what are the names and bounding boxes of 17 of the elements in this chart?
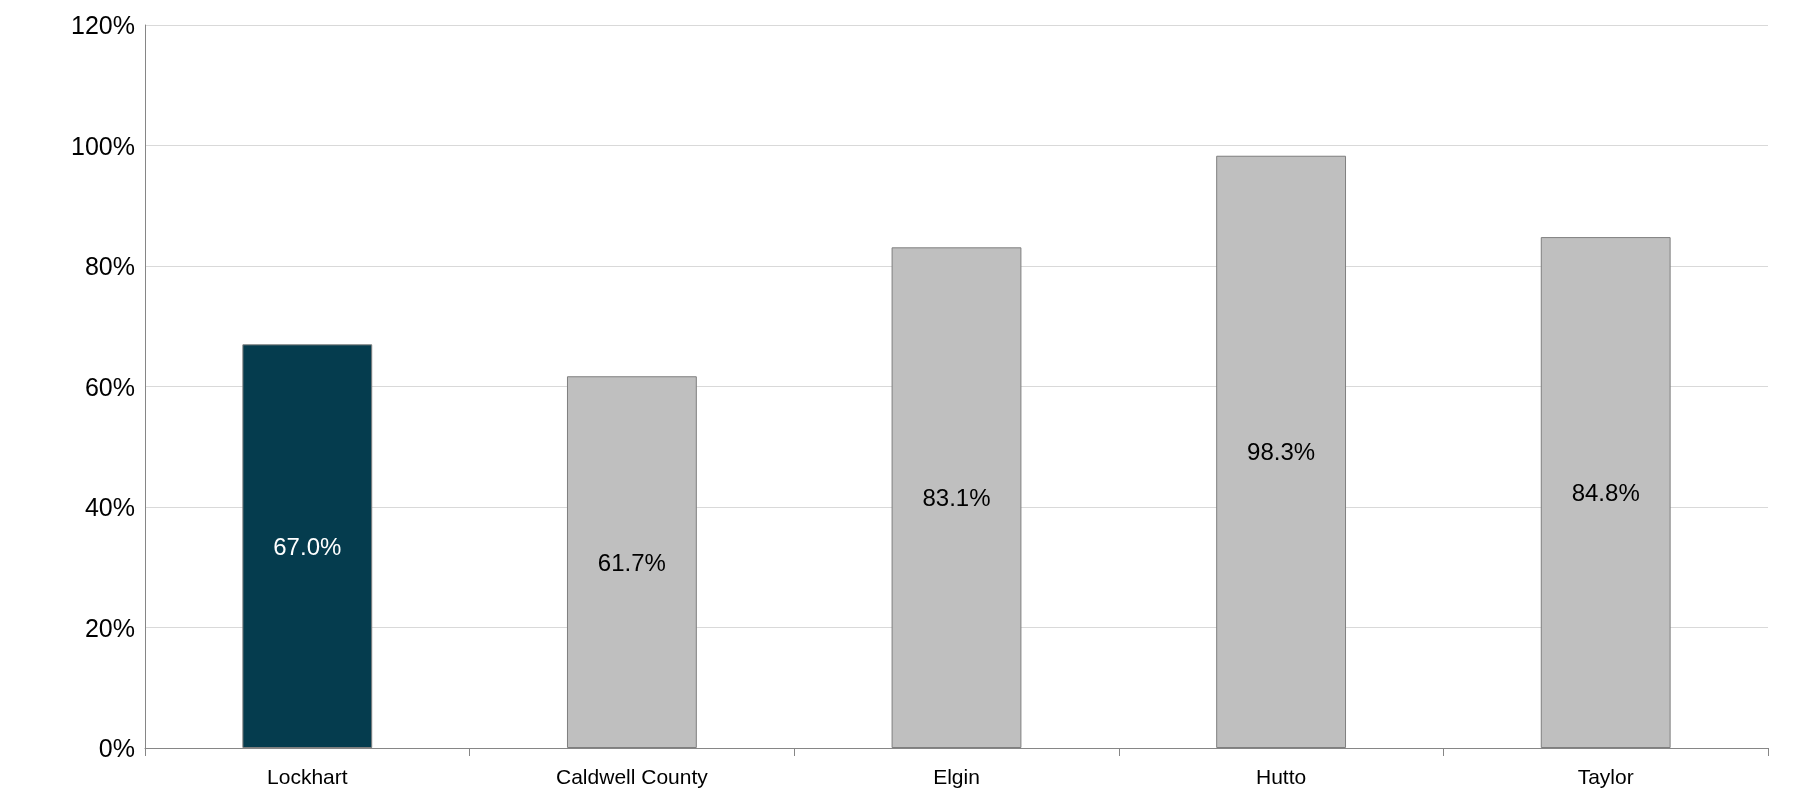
y-tick-label: 40% xyxy=(84,493,135,521)
y-tick-label: 100% xyxy=(71,131,135,160)
y-tick-label: 0% xyxy=(98,734,135,762)
x-tick-label: Elgin xyxy=(933,765,980,788)
x-tick-label: Caldwell County xyxy=(556,765,709,788)
y-tick-label: 20% xyxy=(84,613,135,642)
data-label: 83.1% xyxy=(922,484,991,512)
y-tick-label: 120% xyxy=(71,11,135,39)
data-label: 67.0% xyxy=(273,532,342,560)
data-label: 84.8% xyxy=(1571,479,1640,507)
y-tick-label: 60% xyxy=(84,372,135,401)
x-tick-label: Taylor xyxy=(1577,765,1634,788)
x-tick-label: Lockhart xyxy=(267,765,348,788)
x-tick-label: Hutto xyxy=(1256,765,1307,788)
data-label: 98.3% xyxy=(1247,438,1316,466)
data-label: 61.7% xyxy=(597,548,666,576)
y-tick-label: 80% xyxy=(84,252,135,280)
